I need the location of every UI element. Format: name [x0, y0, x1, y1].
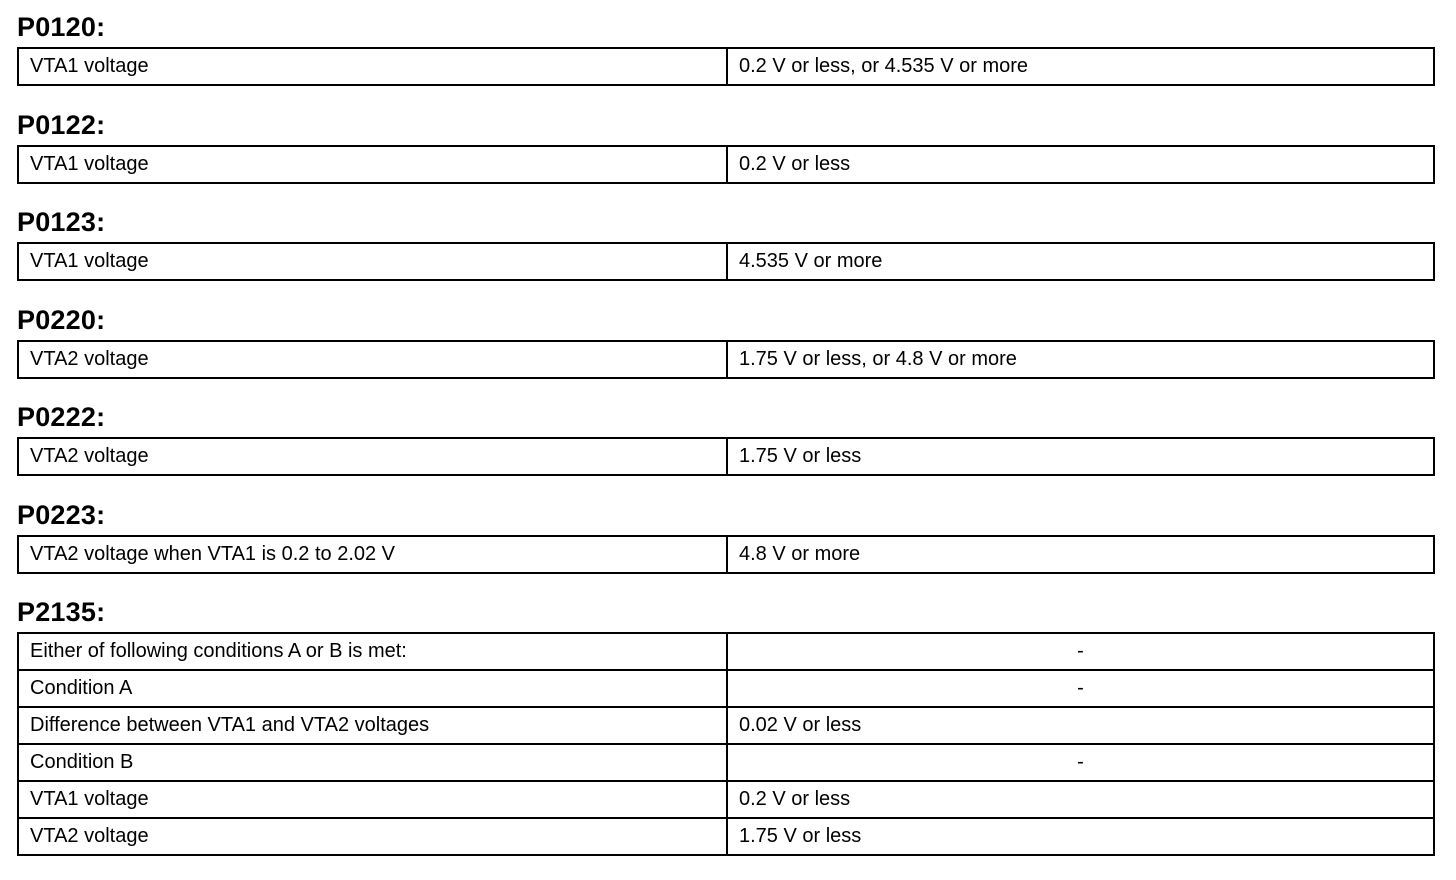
threshold-cell: 0.2 V or less — [726, 144, 1435, 184]
table-row: VTA1 voltage 0.2 V or less — [17, 780, 1435, 819]
threshold-cell: - — [726, 632, 1435, 671]
dtc-code-heading: P0122: — [17, 109, 106, 140]
table-row: VTA1 voltage 0.2 V or less — [17, 144, 1435, 184]
dtc-section: P0120: VTA1 voltage 0.2 V or less, or 4.53… — [17, 8, 1435, 86]
condition-table: VTA1 voltage 0.2 V or less, or 4.535 V or… — [17, 47, 1435, 86]
condition-item-cell: VTA1 voltage — [17, 47, 728, 86]
table-row: VTA2 voltage 1.75 V or less — [17, 817, 1435, 856]
dtc-section: P0223: VTA2 voltage when VTA1 is 0.2 to 2… — [17, 496, 1435, 574]
condition-table: VTA2 voltage 1.75 V or less — [17, 437, 1435, 476]
dtc-code-heading: P2135: — [17, 597, 106, 627]
condition-item-cell: VTA1 voltage — [17, 242, 728, 281]
condition-table: VTA1 voltage 0.2 V or less — [17, 144, 1435, 184]
dtc-section: P2135: Either of following conditions A o… — [17, 593, 1435, 856]
condition-item-cell: Either of following conditions A or B is… — [17, 632, 728, 671]
condition-item-cell: Condition B — [17, 743, 728, 782]
threshold-cell: 1.75 V or less — [726, 817, 1435, 856]
dtc-section: P0222: VTA2 voltage 1.75 V or less — [17, 398, 1435, 476]
threshold-cell: - — [726, 743, 1435, 782]
condition-item-cell: VTA2 voltage when VTA1 is 0.2 to 2.02 V — [17, 534, 728, 574]
threshold-cell: 0.2 V or less — [726, 780, 1435, 819]
condition-item-cell: VTA1 voltage — [17, 780, 728, 819]
threshold-cell: 1.75 V or less, or 4.8 V or more — [726, 339, 1435, 379]
threshold-cell: 4.535 V or more — [726, 242, 1435, 281]
table-row: Condition B- — [17, 743, 1435, 782]
dtc-code-heading: P0123: — [17, 207, 106, 237]
condition-item-cell: VTA2 voltage — [17, 437, 728, 476]
condition-item-cell: VTA1 voltage — [17, 144, 728, 184]
dtc-code-heading: P0120: — [17, 12, 106, 42]
threshold-cell: 1.75 V or less — [726, 437, 1435, 476]
threshold-cell: 0.2 V or less, or 4.535 V or more — [726, 47, 1435, 86]
threshold-cell: 4.8 V or more — [726, 534, 1435, 574]
condition-table: Either of following conditions A or B is… — [17, 632, 1435, 856]
table-row: VTA2 voltage 1.75 V or less, or 4.8 V or … — [17, 339, 1435, 379]
dtc-section: P0123: VTA1 voltage 4.535 V or more — [17, 203, 1435, 281]
threshold-cell: 0.02 V or less — [726, 706, 1435, 745]
dtc-code-heading: P0223: — [17, 499, 106, 530]
condition-table: VTA2 voltage 1.75 V or less, or 4.8 V or … — [17, 339, 1435, 379]
condition-table: VTA1 voltage 4.535 V or more — [17, 242, 1435, 281]
condition-item-cell: Difference between VTA1 and VTA2 voltage… — [17, 706, 728, 745]
condition-item-cell: VTA2 voltage — [17, 339, 728, 379]
threshold-cell: - — [726, 669, 1435, 708]
table-row: Either of following conditions A or B is… — [17, 632, 1435, 671]
table-row: VTA2 voltage 1.75 V or less — [17, 437, 1435, 476]
dtc-section: P0220: VTA2 voltage 1.75 V or less, or 4.8… — [17, 301, 1435, 379]
dtc-condition-document: P0120: VTA1 voltage 0.2 V or less, or 4.53… — [0, 8, 1456, 856]
table-row: VTA1 voltage 0.2 V or less, or 4.535 V or… — [17, 47, 1435, 86]
condition-item-cell: VTA2 voltage — [17, 817, 728, 856]
table-row: Difference between VTA1 and VTA2 voltage… — [17, 706, 1435, 745]
dtc-code-heading: P0222: — [17, 402, 106, 432]
dtc-code-heading: P0220: — [17, 304, 106, 335]
condition-item-cell: Condition A — [17, 669, 728, 708]
table-row: Condition A- — [17, 669, 1435, 708]
table-row: VTA1 voltage 4.535 V or more — [17, 242, 1435, 281]
dtc-section: P0122: VTA1 voltage 0.2 V or less — [17, 106, 1435, 184]
